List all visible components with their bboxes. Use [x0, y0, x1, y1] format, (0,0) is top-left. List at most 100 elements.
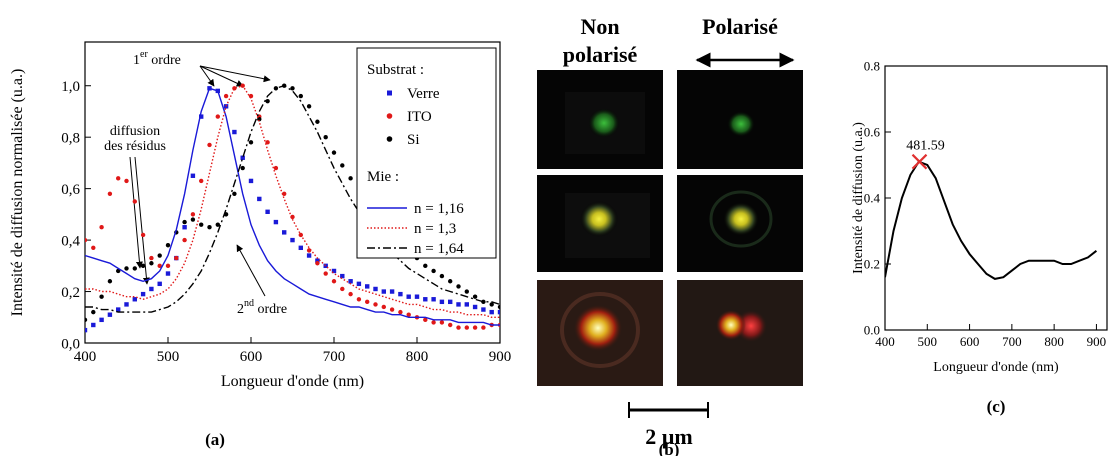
- data-point: [340, 286, 345, 292]
- data-point: [132, 199, 137, 204]
- data-point: [207, 225, 212, 230]
- data-point: [124, 266, 129, 271]
- data-point: [248, 178, 254, 184]
- data-point: [431, 297, 436, 302]
- legend-marker: [387, 90, 392, 96]
- data-point: [257, 196, 262, 202]
- data-point: [431, 268, 436, 274]
- legend-label: ITO: [407, 109, 432, 125]
- data-line: [85, 84, 500, 318]
- plot-area: [885, 160, 1098, 280]
- data-point: [91, 322, 96, 328]
- legend-marker: [386, 136, 393, 142]
- data-point: [472, 294, 478, 299]
- data-point: [215, 114, 220, 119]
- data-point: [298, 93, 303, 99]
- data-line: [85, 84, 500, 313]
- data-point: [298, 245, 303, 251]
- data-point: [365, 284, 370, 289]
- annotation: diffusion: [110, 124, 160, 139]
- data-point: [356, 281, 362, 287]
- data-point: [190, 217, 196, 222]
- data-point: [456, 284, 461, 289]
- data-point: [381, 304, 386, 310]
- data-point: [265, 209, 270, 214]
- legend-label: Si: [407, 132, 420, 148]
- y-tick-label: 0.0: [864, 323, 880, 338]
- data-point: [323, 263, 328, 269]
- data-point: [240, 155, 245, 160]
- data-point: [265, 140, 270, 145]
- column-heading: Polarisé: [702, 14, 778, 39]
- data-point: [365, 299, 370, 305]
- data-point: [331, 279, 337, 284]
- data-point: [132, 297, 137, 302]
- data-point: [132, 266, 137, 271]
- data-point: [489, 302, 494, 307]
- data-point: [497, 304, 500, 310]
- data-point: [448, 322, 453, 328]
- data-point: [348, 176, 353, 181]
- data-point: [140, 291, 146, 297]
- caption: (a): [205, 430, 225, 449]
- annotation: 2nd ordre: [237, 298, 287, 317]
- data-point: [232, 191, 237, 196]
- x-tick-label: 600: [240, 349, 263, 365]
- data-point: [157, 263, 162, 269]
- legend-box: [356, 47, 497, 259]
- data-point: [124, 302, 129, 307]
- y-tick-label: 0.8: [864, 59, 880, 74]
- data-point: [306, 253, 312, 258]
- data-point: [116, 176, 121, 181]
- data-point: [232, 129, 237, 135]
- caption: (b): [659, 440, 680, 456]
- data-point: [182, 219, 187, 225]
- data-point: [174, 255, 179, 261]
- peak-marker: [911, 153, 928, 170]
- x-tick-label: 400: [875, 334, 895, 349]
- y-tick-label: 0,0: [61, 336, 80, 352]
- y-tick-label: 0.4: [864, 191, 881, 206]
- data-point: [489, 309, 494, 315]
- data-point: [182, 237, 187, 243]
- data-point: [323, 134, 328, 140]
- y-tick-label: 0,4: [61, 233, 80, 249]
- data-point: [406, 312, 411, 317]
- data-point: [306, 248, 312, 253]
- legend-title: Substrat :: [367, 62, 424, 78]
- legend-title: Mie :: [367, 169, 399, 185]
- data-point: [273, 219, 279, 225]
- data-point: [273, 165, 279, 171]
- data-point: [315, 258, 320, 263]
- data-point: [464, 325, 469, 330]
- x-tick-label: 500: [157, 349, 180, 365]
- data-point: [116, 307, 121, 312]
- data-point: [306, 104, 312, 109]
- data-point: [157, 253, 162, 258]
- x-tick-label: 900: [1087, 334, 1107, 349]
- data-point: [265, 98, 270, 104]
- data-point: [348, 291, 353, 297]
- plot-area: [85, 83, 500, 333]
- data-point: [140, 232, 146, 238]
- data-point: [423, 317, 428, 323]
- data-point: [331, 150, 337, 155]
- data-line: [85, 87, 500, 326]
- data-point: [423, 297, 428, 302]
- data-point: [165, 263, 171, 269]
- column-heading: polarisé: [563, 42, 638, 67]
- x-tick-label: 500: [918, 334, 938, 349]
- data-point: [99, 225, 104, 230]
- data-point: [456, 302, 461, 307]
- data-point: [481, 325, 486, 330]
- data-point: [497, 309, 500, 315]
- data-point: [439, 299, 445, 305]
- y-tick-label: 1,0: [61, 79, 80, 95]
- data-point: [91, 309, 96, 315]
- data-point: [149, 286, 154, 292]
- legend-label: n = 1,3: [414, 221, 456, 237]
- data-point: [439, 320, 445, 325]
- scale-bar-label: 2 µm: [645, 424, 693, 449]
- data-point: [481, 307, 486, 312]
